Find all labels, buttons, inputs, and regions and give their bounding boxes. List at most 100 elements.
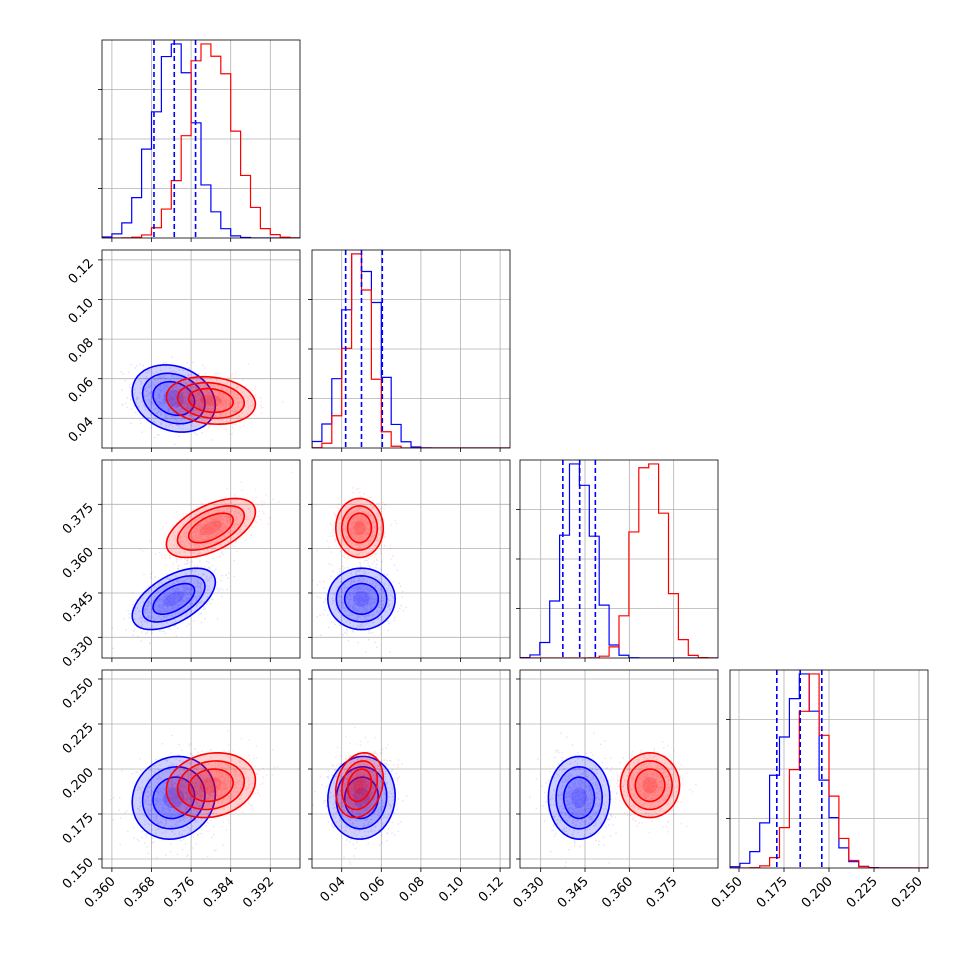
- panel-border-2-1: [311, 459, 511, 659]
- density-contour-red: [165, 497, 257, 559]
- y-tick-label: 0.10: [66, 296, 97, 327]
- density-fill: [188, 388, 234, 413]
- density-fill: [336, 575, 387, 622]
- x-tick-label: 0.175: [754, 874, 791, 911]
- histogram-step-blue: [312, 253, 510, 448]
- density-fill: [153, 583, 195, 615]
- scatter-points-blue: [312, 736, 408, 868]
- scatter-points-blue: [529, 732, 631, 867]
- y-tick-label: 0.225: [60, 720, 97, 757]
- scatter-panel-2-0: [111, 471, 293, 649]
- x-tick-label: 0.250: [889, 874, 926, 911]
- scatter-panel-3-2: [529, 732, 697, 867]
- density-contour-blue: [131, 364, 217, 433]
- scatter-points-red: [324, 726, 401, 833]
- density-fill: [153, 777, 195, 819]
- x-tick-label: 0.345: [555, 874, 592, 911]
- panel-border-3-3: [729, 669, 929, 869]
- density-fill: [344, 583, 379, 615]
- y-tick-label: 0.360: [60, 545, 97, 582]
- density-contour-blue: [555, 765, 604, 830]
- density-fill: [353, 787, 370, 809]
- density-contour-blue: [141, 765, 206, 830]
- density-contour-red: [335, 751, 385, 819]
- density-fill: [153, 381, 195, 416]
- scatter-points-red: [139, 471, 293, 576]
- density-contour-blue: [562, 776, 596, 820]
- y-tick-label: 0.04: [66, 415, 97, 446]
- panel-grid-3-2: [516, 670, 718, 872]
- y-tick-label: 0.250: [60, 675, 97, 712]
- density-contour-red: [634, 768, 666, 803]
- density-fill: [177, 505, 245, 551]
- panel-grid-2-1: [308, 460, 510, 662]
- x-tick-label: 0.384: [201, 874, 238, 911]
- panel-grid-1-1: [341, 250, 501, 452]
- density-fill: [556, 766, 603, 829]
- density-fill: [642, 777, 658, 794]
- scatter-points-red: [316, 487, 398, 582]
- scatter-points-blue: [312, 552, 407, 653]
- density-contour-red: [176, 504, 246, 551]
- density-contour-red: [176, 381, 245, 420]
- x-tick-label: 0.200: [799, 874, 836, 911]
- density-fill: [163, 787, 185, 809]
- density-fill: [188, 513, 234, 543]
- density-fill: [199, 394, 222, 407]
- x-tick-label: 0.150: [709, 874, 746, 911]
- density-contour-red: [619, 751, 681, 819]
- y-tick-label: 0.330: [60, 634, 97, 671]
- y-tick-label: 0.08: [66, 335, 97, 366]
- x-tick-label: 0.376: [161, 874, 198, 911]
- density-fill: [620, 752, 680, 818]
- density-contour-red: [187, 387, 234, 414]
- density-contour-red: [627, 760, 674, 811]
- x-tick-label: 0.368: [121, 874, 158, 911]
- x-tick-label: 0.392: [240, 874, 277, 911]
- density-contour-red: [334, 497, 385, 559]
- y-tick-label: 0.175: [60, 810, 97, 847]
- density-fill: [635, 769, 665, 802]
- density-contour-blue: [335, 766, 388, 830]
- panel-border-2-2: [519, 459, 719, 659]
- density-fill: [199, 520, 222, 536]
- density-fill: [353, 777, 366, 794]
- density-contour-blue: [152, 776, 196, 820]
- density-contour-red: [187, 512, 234, 544]
- density-fill: [563, 777, 595, 819]
- scatter-points-blue: [111, 554, 235, 649]
- y-tick-label: 0.375: [60, 501, 97, 538]
- density-contour-blue: [152, 582, 196, 615]
- y-tick-label: 0.06: [66, 375, 97, 406]
- density-fill: [327, 568, 396, 630]
- y-tick-label: 0.345: [60, 589, 97, 626]
- density-contour-blue: [141, 372, 206, 425]
- histogram-step-red: [102, 43, 300, 238]
- density-contour-blue: [343, 582, 380, 616]
- density-fill: [335, 498, 384, 558]
- density-fill: [571, 787, 587, 809]
- panel-border-2-0: [101, 459, 301, 659]
- x-tick-label: 0.04: [317, 874, 348, 905]
- panel-border-3-0: [101, 669, 301, 869]
- density-contour-blue: [326, 567, 397, 631]
- panel-border-3-2: [519, 669, 719, 869]
- density-contour-blue: [547, 755, 611, 841]
- density-contour-blue: [141, 575, 206, 623]
- y-tick-label: 0.150: [60, 855, 97, 892]
- x-tick-label: 0.330: [511, 874, 548, 911]
- density-fill: [353, 591, 370, 607]
- x-tick-label: 0.375: [644, 874, 681, 911]
- density-contour-red: [346, 768, 373, 803]
- histogram-step-blue: [520, 463, 718, 658]
- density-fill: [199, 777, 222, 794]
- panel-grid-2-2: [540, 460, 675, 662]
- density-fill: [142, 575, 205, 622]
- density-fill: [347, 513, 372, 543]
- panel-border-1-0: [101, 249, 301, 449]
- density-fill: [335, 752, 384, 818]
- density-fill: [163, 591, 185, 607]
- x-tick-label: 0.12: [476, 874, 507, 905]
- histogram-2: [520, 460, 718, 658]
